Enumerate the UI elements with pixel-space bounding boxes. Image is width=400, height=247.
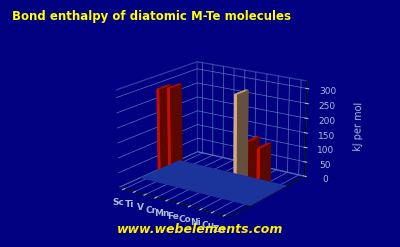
- Text: Bond enthalpy of diatomic M-Te molecules: Bond enthalpy of diatomic M-Te molecules: [12, 10, 291, 23]
- Text: www.webelements.com: www.webelements.com: [117, 223, 283, 236]
